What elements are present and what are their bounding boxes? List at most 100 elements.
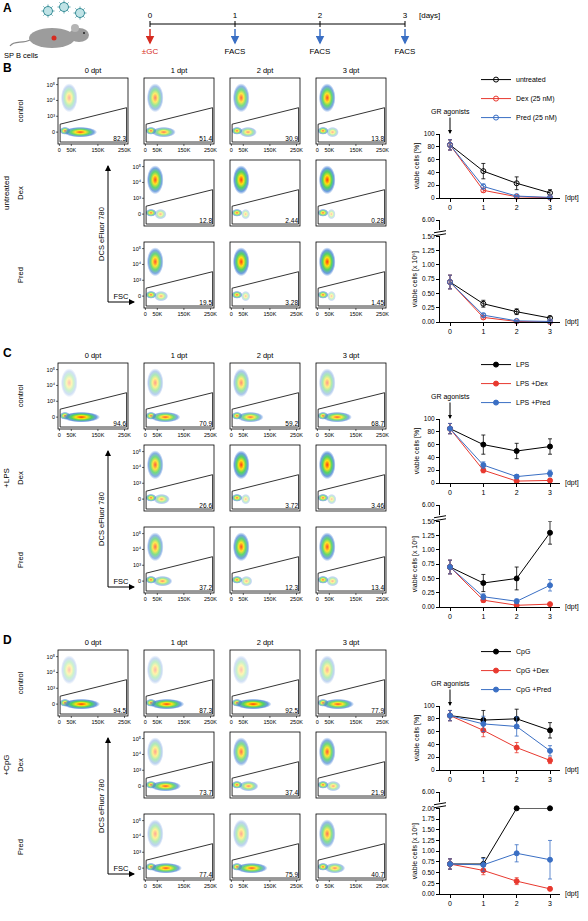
svg-text:GR agonists: GR agonists	[431, 680, 470, 688]
svg-text:10⁴: 10⁴	[133, 179, 142, 185]
svg-text:150K: 150K	[177, 311, 190, 317]
svg-text:1: 1	[481, 776, 485, 783]
svg-text:CpG: CpG	[516, 648, 530, 656]
svg-text:1.50: 1.50	[422, 826, 435, 833]
svg-text:20: 20	[427, 753, 435, 760]
svg-text:control: control	[16, 384, 25, 407]
svg-text:50K: 50K	[66, 719, 76, 725]
svg-text:77.9: 77.9	[371, 707, 384, 714]
svg-text:1: 1	[481, 489, 485, 496]
svg-text:2.00: 2.00	[422, 805, 435, 812]
svg-text:12.3: 12.3	[285, 584, 298, 591]
svg-text:10⁴: 10⁴	[133, 261, 142, 267]
svg-text:0: 0	[138, 783, 141, 789]
svg-text:Dex: Dex	[16, 471, 25, 485]
svg-text:[days]: [days]	[419, 11, 440, 20]
svg-text:26.6: 26.6	[199, 502, 212, 509]
svg-text:0.75: 0.75	[422, 275, 435, 282]
svg-text:DCS eFluor 780: DCS eFluor 780	[97, 492, 106, 546]
svg-text:40: 40	[427, 169, 435, 176]
svg-text:0: 0	[144, 432, 147, 438]
svg-text:0: 0	[448, 204, 452, 211]
svg-text:150K: 150K	[263, 719, 276, 725]
svg-text:250K: 250K	[290, 883, 303, 889]
svg-text:0: 0	[448, 328, 452, 335]
svg-text:50K: 50K	[324, 719, 334, 725]
svg-text:250K: 250K	[376, 719, 389, 725]
svg-text:19.5: 19.5	[199, 299, 212, 306]
svg-text:1.50: 1.50	[422, 233, 435, 240]
svg-text:92.5: 92.5	[285, 707, 298, 714]
svg-text:13.8: 13.8	[371, 135, 384, 142]
svg-text:10³: 10³	[133, 767, 141, 773]
svg-text:untreated: untreated	[2, 176, 11, 210]
svg-text:3.28: 3.28	[285, 299, 298, 306]
svg-text:10⁴: 10⁴	[133, 546, 142, 552]
svg-text:0: 0	[230, 311, 233, 317]
svg-text:250K: 250K	[204, 147, 217, 153]
svg-text:0.50: 0.50	[422, 290, 435, 297]
svg-text:0: 0	[138, 293, 141, 299]
svg-text:C: C	[3, 346, 12, 360]
svg-text:0: 0	[144, 596, 147, 602]
svg-text:0: 0	[230, 147, 233, 153]
svg-text:37.4: 37.4	[285, 789, 298, 796]
svg-text:0: 0	[230, 719, 233, 725]
svg-text:250K: 250K	[204, 719, 217, 725]
svg-text:50K: 50K	[66, 147, 76, 153]
svg-text:GR agonists: GR agonists	[431, 108, 470, 116]
svg-text:0.75: 0.75	[422, 858, 435, 865]
svg-text:0: 0	[144, 147, 147, 153]
svg-text:FACS: FACS	[225, 47, 246, 56]
svg-text:68.7: 68.7	[371, 420, 384, 427]
svg-text:Pred: Pred	[16, 839, 25, 855]
svg-text:Dex: Dex	[16, 186, 25, 200]
svg-text:2 dpt: 2 dpt	[257, 351, 275, 360]
svg-text:60: 60	[427, 728, 435, 735]
svg-text:21.9: 21.9	[371, 789, 384, 796]
svg-text:150K: 150K	[349, 311, 362, 317]
svg-text:50K: 50K	[152, 719, 162, 725]
svg-text:6.00: 6.00	[422, 788, 435, 795]
svg-text:1.75: 1.75	[422, 815, 435, 822]
svg-text:FACS: FACS	[310, 47, 331, 56]
svg-text:Dex: Dex	[16, 758, 25, 772]
svg-text:0: 0	[316, 719, 319, 725]
svg-text:150K: 150K	[263, 596, 276, 602]
svg-text:250K: 250K	[118, 719, 131, 725]
svg-text:B: B	[3, 61, 12, 75]
svg-text:FACS: FACS	[395, 47, 416, 56]
svg-text:10⁵: 10⁵	[133, 449, 141, 455]
svg-text:59.2: 59.2	[285, 420, 298, 427]
svg-text:2: 2	[515, 776, 519, 783]
svg-text:50K: 50K	[324, 432, 334, 438]
svg-text:0: 0	[58, 147, 61, 153]
svg-text:10⁴: 10⁴	[133, 464, 142, 470]
svg-text:100: 100	[424, 702, 435, 709]
svg-text:1.25: 1.25	[422, 532, 435, 539]
svg-text:82.3: 82.3	[113, 135, 126, 142]
svg-text:10⁴: 10⁴	[47, 97, 56, 103]
svg-text:0: 0	[138, 865, 141, 871]
svg-text:0: 0	[138, 578, 141, 584]
svg-text:50K: 50K	[152, 596, 162, 602]
svg-text:0: 0	[448, 489, 452, 496]
svg-text:3: 3	[548, 204, 552, 211]
svg-text:Pred (25 nM): Pred (25 nM)	[516, 114, 557, 122]
svg-text:control: control	[16, 99, 25, 122]
svg-text:3: 3	[548, 776, 552, 783]
svg-text:1: 1	[481, 613, 485, 620]
svg-text:10⁵: 10⁵	[47, 367, 55, 373]
svg-text:20: 20	[427, 466, 435, 473]
svg-text:50K: 50K	[238, 883, 248, 889]
svg-text:10³: 10³	[47, 398, 55, 404]
svg-text:1 dpt: 1 dpt	[171, 66, 189, 75]
svg-text:150K: 150K	[349, 883, 362, 889]
svg-text:0: 0	[316, 311, 319, 317]
svg-text:0: 0	[144, 883, 147, 889]
svg-text:+LPS: +LPS	[2, 468, 11, 488]
svg-text:87.3: 87.3	[199, 707, 212, 714]
svg-text:1: 1	[481, 328, 485, 335]
svg-text:1.00: 1.00	[422, 847, 435, 854]
svg-text:D: D	[3, 633, 12, 647]
